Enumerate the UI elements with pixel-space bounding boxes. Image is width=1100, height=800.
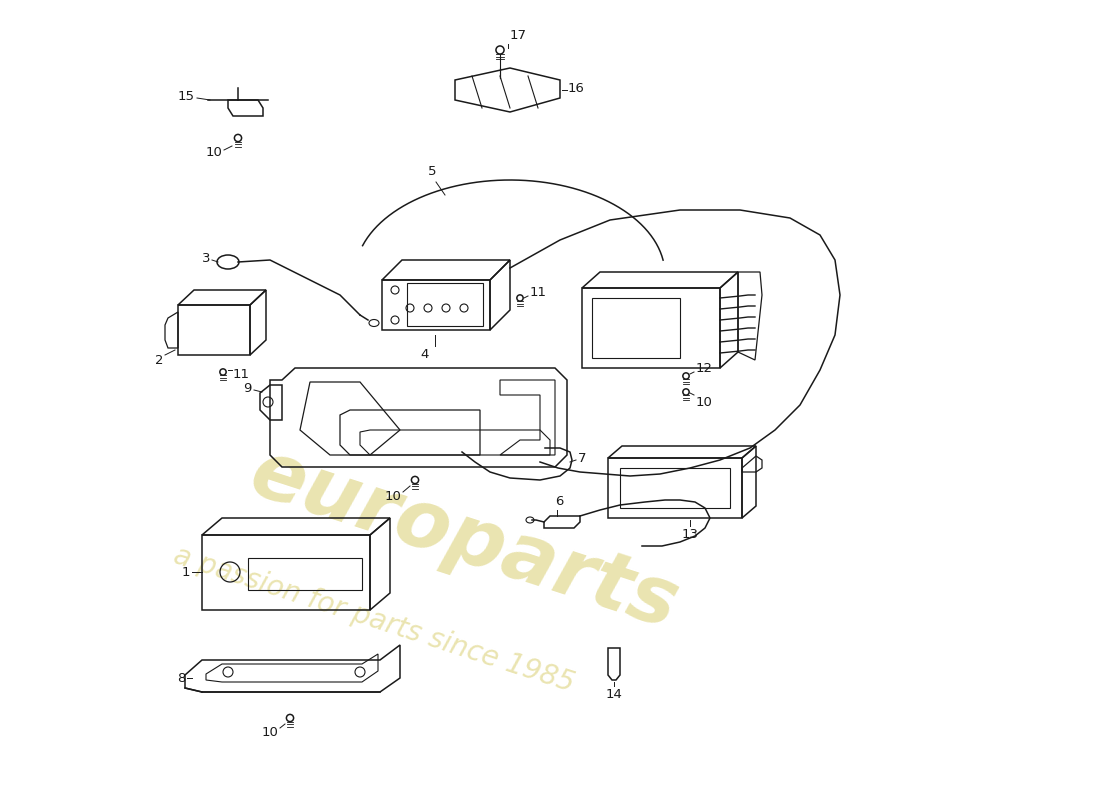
Text: 10: 10 <box>384 490 402 502</box>
Text: 10: 10 <box>261 726 278 738</box>
Text: 7: 7 <box>578 451 586 465</box>
Text: 13: 13 <box>682 528 698 541</box>
Text: 5: 5 <box>428 165 437 178</box>
Text: 14: 14 <box>606 688 623 701</box>
Text: 10: 10 <box>205 146 222 158</box>
Text: 8: 8 <box>177 671 185 685</box>
Text: europarts: europarts <box>240 434 688 646</box>
Text: a passion for parts since 1985: a passion for parts since 1985 <box>170 542 578 698</box>
Text: 16: 16 <box>568 82 585 94</box>
Text: 3: 3 <box>201 251 210 265</box>
Text: 10: 10 <box>696 396 713 409</box>
Text: 11: 11 <box>530 286 547 298</box>
Text: 1: 1 <box>182 566 190 578</box>
Text: 15: 15 <box>178 90 195 102</box>
Text: 6: 6 <box>556 495 563 508</box>
Text: 17: 17 <box>510 29 527 42</box>
Text: 9: 9 <box>243 382 252 394</box>
Text: 12: 12 <box>696 362 713 374</box>
Text: 4: 4 <box>421 348 429 361</box>
Text: 2: 2 <box>154 354 163 366</box>
Text: 11: 11 <box>233 368 250 381</box>
